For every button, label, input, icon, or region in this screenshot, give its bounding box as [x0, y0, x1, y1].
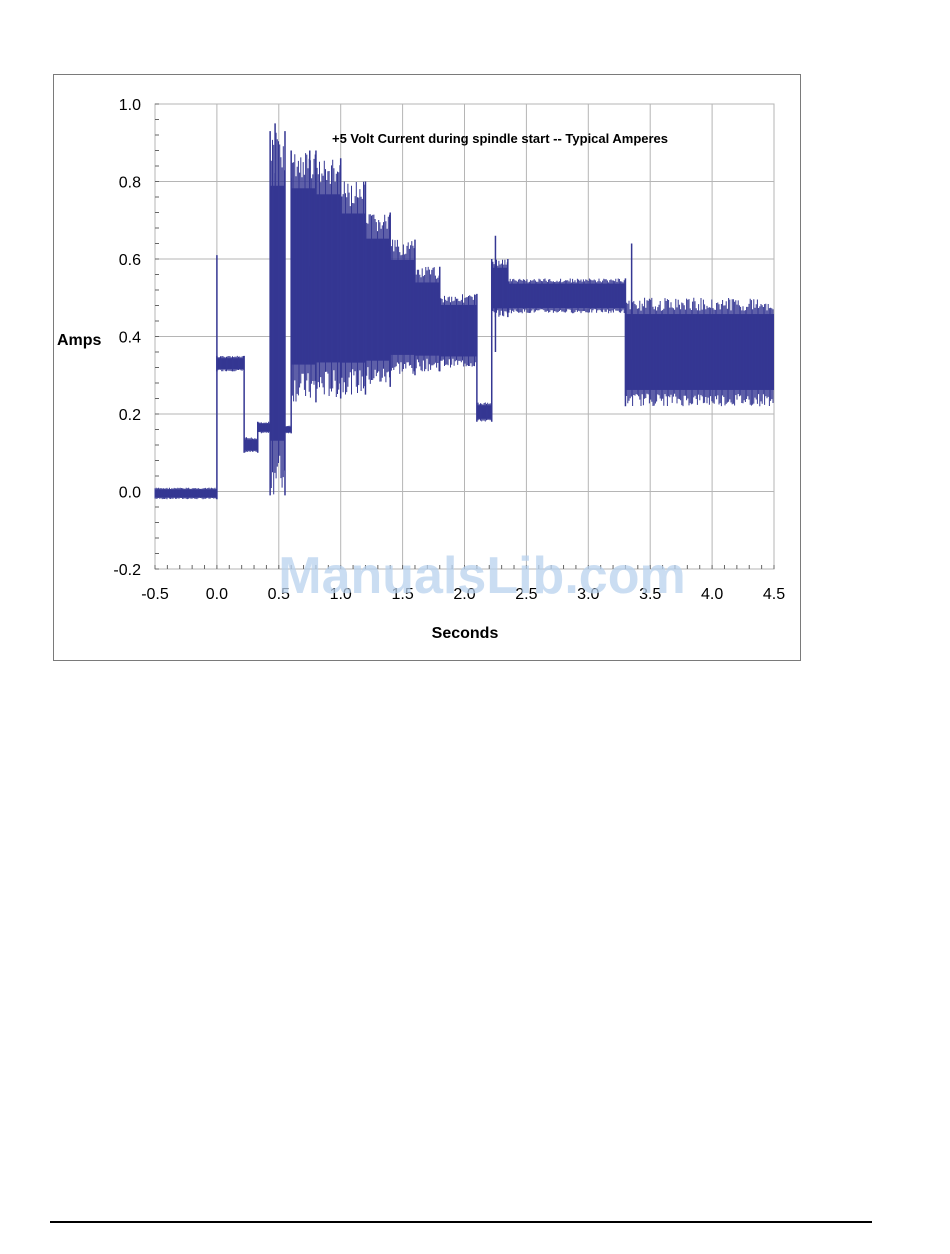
series-band-envelope	[507, 278, 626, 314]
series-band-segment	[491, 259, 508, 318]
x-tick-label: 3.5	[639, 586, 661, 603]
x-tick-label: 0.0	[206, 586, 228, 603]
series-band-segment	[284, 425, 292, 434]
series-band-segment	[290, 153, 316, 402]
tick-labels: -0.5 0.0 0.5 1.0 1.5 2.0 2.5 3.0 3.5 4.0 4.5 1.0 0.8…	[113, 97, 785, 603]
series-band-segment	[315, 159, 341, 397]
watermark: ManualsLib.com	[278, 547, 685, 605]
current-chart: -0.5 0.0 0.5 1.0 1.5 2.0 2.5 3.0 3.5 4.0 4.5 1.0 0.8…	[57, 97, 785, 642]
series-band-segment	[624, 297, 774, 407]
series-band-envelope	[154, 487, 217, 500]
series-band-segment	[476, 402, 492, 422]
x-tick-label: -0.5	[141, 586, 169, 603]
x-tick-label: 1.0	[330, 586, 352, 603]
series-band-envelope	[290, 153, 316, 402]
chart-title: +5 Volt Current during spindle start -- …	[332, 131, 668, 146]
y-tick-label: 0.8	[119, 175, 141, 192]
series-band-envelope	[216, 355, 244, 372]
y-tick-label: 0.4	[119, 330, 141, 347]
grid-layer	[154, 103, 775, 570]
series-band-segment	[216, 355, 245, 372]
x-tick-label: 3.0	[577, 586, 599, 603]
series-band-segment	[257, 421, 271, 434]
x-tick-label: 1.5	[391, 586, 413, 603]
chart-frame: -0.5 0.0 0.5 1.0 1.5 2.0 2.5 3.0 3.5 4.0 4.5 1.0 0.8…	[53, 74, 801, 661]
y-axis-title: Amps	[57, 332, 102, 349]
series-band-segment	[269, 132, 285, 495]
series-band-envelope	[476, 402, 492, 422]
series-band-segment	[154, 487, 217, 500]
series-band-envelope	[414, 266, 440, 372]
y-tick-label: 0.2	[119, 407, 141, 424]
series-band-segment	[507, 278, 626, 314]
series-band-segment	[414, 266, 440, 372]
footer-rule	[50, 1221, 872, 1223]
y-tick-label: 0.0	[119, 485, 141, 502]
y-tick-label: 0.6	[119, 252, 141, 269]
x-tick-label: 0.5	[268, 586, 290, 603]
series-band-segment	[340, 181, 366, 395]
x-tick-label: 2.5	[515, 586, 537, 603]
y-tick-label: -0.2	[113, 562, 141, 579]
series-band-envelope	[315, 159, 341, 397]
series-trace	[154, 123, 774, 500]
series-band-envelope	[340, 181, 366, 395]
series-band-core	[284, 426, 292, 433]
x-axis-title: Seconds	[432, 625, 499, 642]
series-band-envelope	[365, 213, 390, 384]
x-tick-label: 2.0	[453, 586, 475, 603]
x-tick-label: 4.5	[763, 586, 785, 603]
series-band-segment	[243, 437, 258, 453]
series-band-envelope	[389, 239, 415, 375]
x-tick-label: 4.0	[701, 586, 723, 603]
y-tick-label: 1.0	[119, 97, 141, 114]
series-band-segment	[439, 294, 477, 368]
series-band-envelope	[269, 132, 285, 495]
series-band-segment	[389, 239, 415, 375]
series-band-segment	[365, 213, 391, 384]
